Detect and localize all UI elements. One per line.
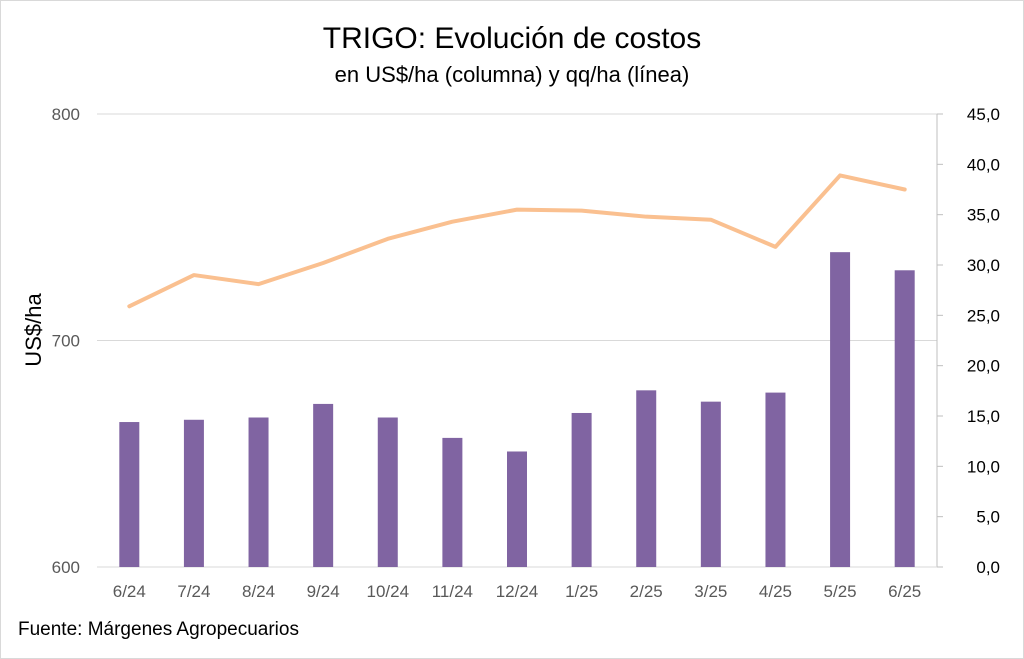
bar: [507, 451, 527, 567]
x-tick-label: 9/24: [307, 582, 340, 601]
y-right-tick-label: 5,0: [976, 508, 1000, 527]
bar: [119, 422, 140, 567]
bar: [765, 392, 786, 567]
x-tick-label: 4/25: [759, 582, 792, 601]
bar: [377, 417, 398, 567]
x-tick-label: 3/25: [694, 582, 727, 601]
bar: [313, 403, 334, 567]
y-left-tick-label: 600: [52, 558, 80, 577]
y-right-tick-label: 10,0: [967, 457, 1000, 476]
x-tick-label: 6/24: [113, 582, 146, 601]
x-tick-label: 12/24: [496, 582, 539, 601]
x-tick-label: 10/24: [366, 582, 409, 601]
y-left-tick-label: 800: [52, 105, 80, 124]
chart-title: TRIGO: Evolución de costos: [322, 22, 702, 55]
bar: [442, 437, 463, 567]
bar: [248, 417, 269, 567]
x-tick-label: 7/24: [177, 582, 210, 601]
bar: [636, 390, 657, 567]
bar: [183, 419, 204, 567]
chart-subtitle: en US$/ha (columna) y qq/ha (línea): [334, 62, 690, 87]
source-note: Fuente: Márgenes Agropecuarios: [18, 619, 299, 640]
series-line: [127, 173, 907, 309]
y-right-tick-label: 35,0: [967, 206, 1000, 225]
bar: [700, 401, 721, 567]
x-tick-label: 6/25: [888, 582, 921, 601]
y-right-tick-label: 25,0: [967, 306, 1000, 325]
x-tick-label: 5/25: [824, 582, 857, 601]
x-tick-label: 8/24: [242, 582, 275, 601]
y-right-tick-label: 15,0: [967, 407, 1000, 426]
x-tick-label: 11/24: [432, 582, 473, 601]
y-right-tick-label: 0,0: [976, 558, 1000, 577]
y-right-tick-label: 45,0: [967, 105, 1000, 124]
x-tick-label: 2/25: [630, 582, 663, 601]
bar: [894, 270, 915, 567]
bar: [830, 252, 851, 568]
x-tick-label: 1/25: [565, 582, 598, 601]
y-right-tick-label: 20,0: [967, 357, 1000, 376]
bar: [571, 412, 592, 567]
y-right-tick-label: 40,0: [967, 155, 1000, 174]
y-right-tick-label: 30,0: [967, 256, 1000, 275]
y-left-tick-label: 700: [52, 332, 80, 351]
